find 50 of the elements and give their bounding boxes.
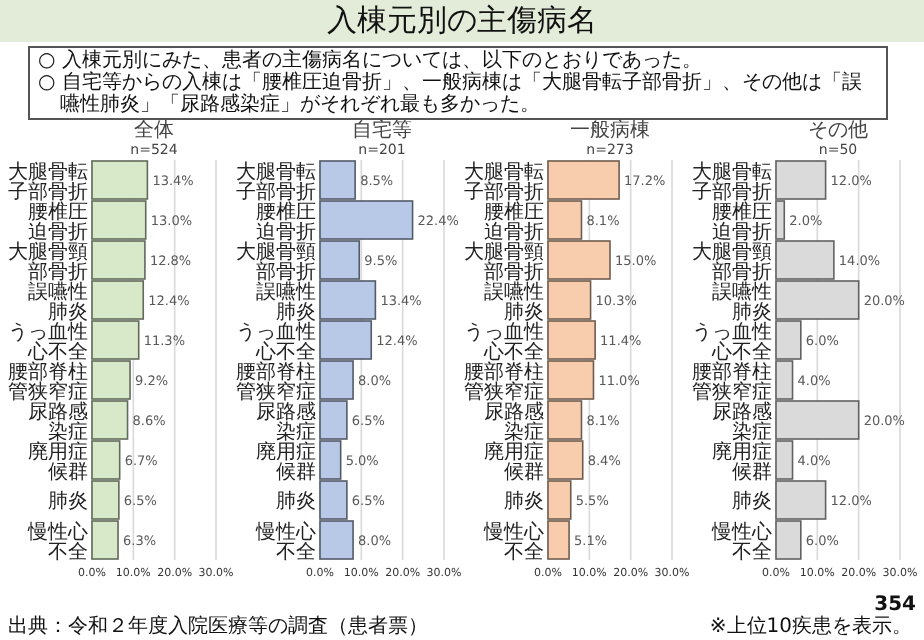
y-tick-label: 誤嚥性肺炎 xyxy=(484,280,544,324)
y-tick-label: 尿路感染症 xyxy=(28,400,88,444)
y-tick-label: 慢性心不全 xyxy=(26,520,88,564)
y-tick-label: 腰椎圧迫骨折 xyxy=(712,200,772,244)
y-tick-label: 大腿骨転子部骨折 xyxy=(692,160,772,204)
y-tick-label: 肺炎 xyxy=(48,489,88,513)
y-tick-label: 腰部脊柱管狭窄症 xyxy=(8,360,88,404)
y-tick-label: 慢性心不全 xyxy=(482,520,544,564)
y-tick-label: 尿路感染症 xyxy=(712,400,772,444)
y-tick-label: 大腿骨転子部骨折 xyxy=(236,160,316,204)
y-tick-label: うっ血性心不全 xyxy=(464,320,544,364)
y-tick-label: 大腿骨頸部骨折 xyxy=(8,240,88,284)
source-note: 出典：令和２年度入院医療等の調査（患者票） xyxy=(8,614,428,638)
chart-title: その他 xyxy=(808,118,868,142)
y-tick-label: 大腿骨転子部骨折 xyxy=(8,160,88,204)
y-tick-label: 慢性心不全 xyxy=(254,520,316,564)
y-tick-label: 廃用症候群 xyxy=(256,440,316,484)
y-tick-label: 誤嚥性肺炎 xyxy=(712,280,772,324)
y-tick-label: 大腿骨転子部骨折 xyxy=(464,160,544,204)
y-tick-label: うっ血性心不全 xyxy=(8,320,88,364)
y-tick-label: 大腿骨頸部骨折 xyxy=(464,240,544,284)
y-tick-label: 腰部脊柱管狭窄症 xyxy=(692,360,772,404)
y-tick-label: 誤嚥性肺炎 xyxy=(256,280,316,324)
chart-title: 一般病棟 xyxy=(570,118,650,142)
text: 354 xyxy=(874,594,917,616)
y-tick-label: うっ血性心不全 xyxy=(236,320,316,364)
text: 入棟元別の主傷病名 xyxy=(0,2,924,40)
chart-title: 全体 xyxy=(134,118,174,142)
chart-title: 自宅等 xyxy=(352,118,412,142)
y-tick-label: 廃用症候群 xyxy=(28,440,88,484)
y-tick-label: 肺炎 xyxy=(276,489,316,513)
y-tick-label: 肺炎 xyxy=(732,489,772,513)
y-tick-label: 腰椎圧迫骨折 xyxy=(484,200,544,244)
y-tick-label: 尿路感染症 xyxy=(256,400,316,444)
y-tick-label: 大腿骨頸部骨折 xyxy=(236,240,316,284)
y-tick-label: 腰部脊柱管狭窄症 xyxy=(464,360,544,404)
y-tick-label: 誤嚥性肺炎 xyxy=(28,280,88,324)
text: ※上位10疾患を表示。 xyxy=(709,614,912,638)
text: ○ 入棟元別にみた、患者の主傷病名については、以下のとおりであった。 xyxy=(38,50,704,72)
y-tick-label: 廃用症候群 xyxy=(484,440,544,484)
text: ○ 自宅等からの入棟は「腰椎圧迫骨折」、一般病棟は「大腿骨転子部骨折」、その他は「誤嚥性肺炎」「尿路感染症」がそれぞれ最も多かった。 xyxy=(38,72,864,116)
y-tick-label: 腰部脊柱管狭窄症 xyxy=(236,360,316,404)
y-tick-label: 尿路感染症 xyxy=(484,400,544,444)
y-tick-label: 腰椎圧迫骨折 xyxy=(256,200,316,244)
y-tick-label: うっ血性心不全 xyxy=(692,320,772,364)
y-tick-label: 慢性心不全 xyxy=(710,520,772,564)
y-tick-label: 廃用症候群 xyxy=(712,440,772,484)
y-tick-label: 大腿骨頸部骨折 xyxy=(692,240,772,284)
y-tick-label: 肺炎 xyxy=(504,489,544,513)
y-tick-label: 腰椎圧迫骨折 xyxy=(28,200,88,244)
